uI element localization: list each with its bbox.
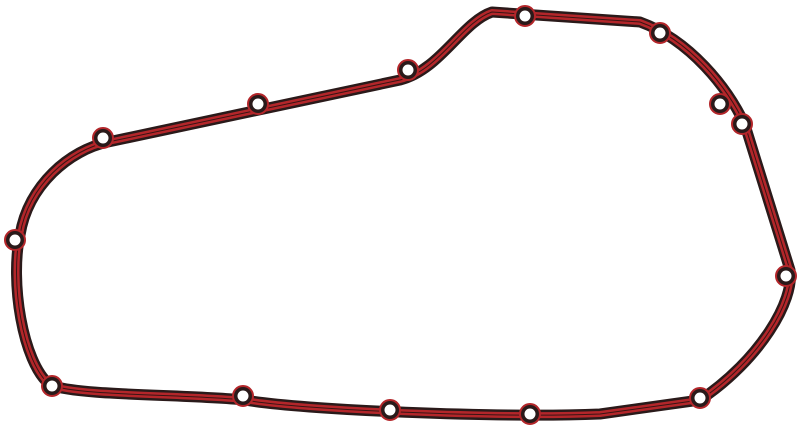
bolt-hole — [731, 113, 753, 135]
hole-rim — [689, 387, 711, 409]
hole-rim — [397, 59, 419, 81]
hole-rim — [232, 385, 254, 407]
bolt-hole — [775, 265, 797, 287]
hole-rim — [731, 113, 753, 135]
bolt-hole — [379, 399, 401, 421]
hole-rim — [514, 5, 536, 27]
hole-rim — [247, 93, 269, 115]
bolt-hole — [247, 93, 269, 115]
bolt-hole — [232, 385, 254, 407]
hole-rim — [649, 22, 671, 44]
hole-rim — [379, 399, 401, 421]
bolt-hole — [709, 93, 731, 115]
bolt-hole — [514, 5, 536, 27]
hole-rim — [775, 265, 797, 287]
bolt-hole — [689, 387, 711, 409]
bolt-hole — [519, 403, 541, 425]
hole-rim — [41, 375, 63, 397]
bolt-hole — [4, 229, 26, 251]
bolt-hole — [397, 59, 419, 81]
hole-rim — [4, 229, 26, 251]
hole-rim — [519, 403, 541, 425]
bolt-hole — [92, 127, 114, 149]
bolt-hole — [41, 375, 63, 397]
bolt-holes — [4, 5, 797, 425]
bolt-hole — [649, 22, 671, 44]
bolt-hole-rims — [4, 5, 797, 425]
hole-rim — [709, 93, 731, 115]
hole-rim — [92, 127, 114, 149]
